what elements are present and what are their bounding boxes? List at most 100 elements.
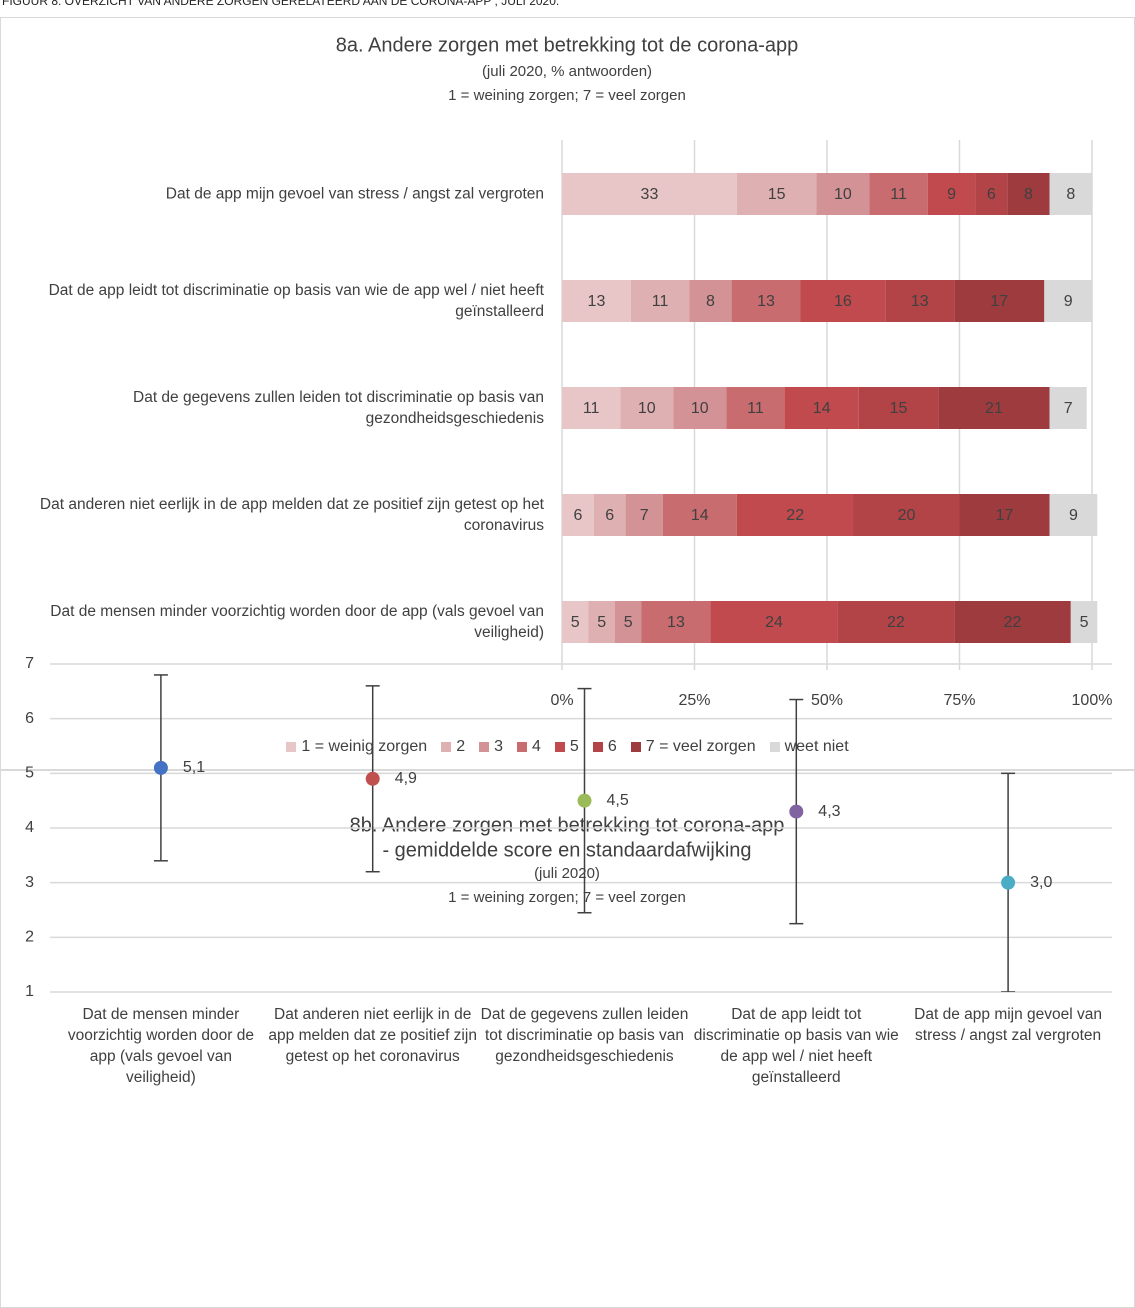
point (1001, 875, 1016, 890)
data-label: 7 (1064, 400, 1073, 417)
data-label: 5 (1080, 614, 1089, 631)
legend-item: 2 (441, 738, 465, 756)
bar-segment (927, 173, 976, 215)
y-tick-label: 5 (25, 765, 34, 782)
point (577, 793, 592, 808)
data-label: 13 (911, 293, 929, 310)
bar-segment (853, 494, 960, 536)
data-label: 5 (571, 614, 580, 631)
data-label: 13 (588, 293, 606, 310)
bar-segment (620, 387, 674, 429)
category-label: Dat de mensen minder voorzichtig worden … (50, 603, 544, 641)
legend-swatch (554, 742, 565, 752)
data-label: 10 (834, 186, 852, 203)
data-label: 5,1 (183, 759, 205, 776)
category-label: Dat de app leidt tot discriminatie op ba… (48, 282, 544, 320)
data-label: 4,3 (818, 803, 840, 820)
category-label: Dat de mensen minder voorzichtig worden … (67, 1006, 254, 1086)
data-label: 16 (834, 293, 852, 310)
category-label: Dat de app leidt tot discriminatie op ba… (693, 1006, 899, 1086)
data-label: 10 (691, 400, 709, 417)
legend-label: 3 (494, 738, 504, 755)
bar-segment (562, 280, 631, 322)
legend-swatch (479, 742, 490, 752)
data-label: 11 (652, 293, 669, 310)
bar-segment (1070, 601, 1098, 643)
x-tick-label: 25% (678, 692, 710, 709)
data-label: 10 (638, 400, 656, 417)
bar-segment (562, 173, 737, 215)
legend-item: 5 (554, 738, 579, 756)
data-label: 17 (990, 293, 1008, 310)
bar-segment (954, 601, 1071, 643)
x-tick-label: 100% (1072, 692, 1113, 709)
bar-segment (562, 494, 594, 536)
point (153, 760, 168, 775)
category-label: Dat anderen niet eerlijk in de app melde… (268, 1006, 477, 1065)
data-label: 15 (890, 400, 908, 417)
y-tick-label: 3 (25, 874, 34, 891)
bar-segment (736, 494, 854, 536)
y-tick-label: 1 (25, 983, 34, 1000)
data-label: 7 (640, 507, 649, 524)
data-label: 24 (765, 614, 783, 631)
data-label: 9 (1069, 507, 1078, 524)
bar-segment (1049, 494, 1098, 536)
data-label: 9 (1064, 293, 1073, 310)
bar-segment (731, 280, 801, 322)
bar-segment (885, 280, 955, 322)
category-label: Dat de app mijn gevoel van stress / angs… (914, 1006, 1103, 1044)
figure-title: FIGUUR 8: OVERZICHT VAN ANDERE ZORGEN GE… (2, 0, 560, 8)
legend-item: 1 = weinig zorgen (286, 738, 427, 756)
bar-segment (784, 387, 859, 429)
data-label: 22 (887, 614, 905, 631)
chart-note: 1 = weining zorgen; 7 = veel zorgen (448, 87, 686, 104)
error-bars (153, 674, 1016, 992)
legend-item: weet niet (769, 738, 849, 756)
bar-segment (959, 494, 1050, 536)
legend-item: 4 (517, 738, 541, 756)
legend-swatch (441, 742, 452, 752)
bar-segment (562, 601, 589, 643)
legend-label: 6 (607, 738, 617, 755)
chart-title: 8a. Andere zorgen met betrekking tot de … (336, 34, 799, 56)
bar-segment (615, 601, 642, 643)
x-tick-label: 50% (811, 692, 843, 709)
bar-segment (625, 494, 663, 536)
data-label: 14 (813, 400, 831, 417)
data-label: 11 (747, 400, 764, 417)
legend-item: 7 = veel zorgen (630, 738, 756, 756)
bar-segment (673, 387, 727, 429)
bar-segment (689, 280, 732, 322)
bar-segment (736, 173, 817, 215)
category-label: Dat de gegevens zullen leiden tot discri… (133, 389, 544, 427)
bar-segment (837, 601, 955, 643)
bar-segment (588, 601, 615, 643)
chart-subtitle: - gemiddelde score en standaardafwijking (382, 839, 751, 861)
legend-item: 3 (479, 738, 503, 756)
bar-segment (816, 173, 870, 215)
bar-segment (562, 387, 621, 429)
legend-swatch (769, 742, 780, 752)
legend-label: weet niet (784, 738, 849, 755)
data-label: 3,0 (1030, 874, 1052, 891)
data-label: 11 (583, 400, 600, 417)
legend-item: 6 (592, 738, 617, 756)
chart-subtitle: (juli 2020, % antwoorden) (482, 63, 652, 80)
legend-swatch (286, 742, 297, 752)
chart-title: 8b. Andere zorgen met betrekking tot cor… (350, 814, 785, 836)
bar-segment (662, 494, 737, 536)
data-label: 8 (706, 293, 715, 310)
chart-note: 1 = weining zorgen; 7 = veel zorgen (448, 889, 686, 906)
category-label: Dat anderen niet eerlijk in de app melde… (39, 496, 544, 534)
bar-segment (1044, 280, 1092, 322)
data-label: 6 (605, 507, 614, 524)
legend-swatch (592, 742, 603, 752)
point (365, 771, 380, 786)
data-label: 21 (985, 400, 1003, 417)
legend-label: 7 = veel zorgen (645, 738, 756, 755)
data-label: 5 (624, 614, 633, 631)
data-label: 8 (1024, 186, 1033, 203)
